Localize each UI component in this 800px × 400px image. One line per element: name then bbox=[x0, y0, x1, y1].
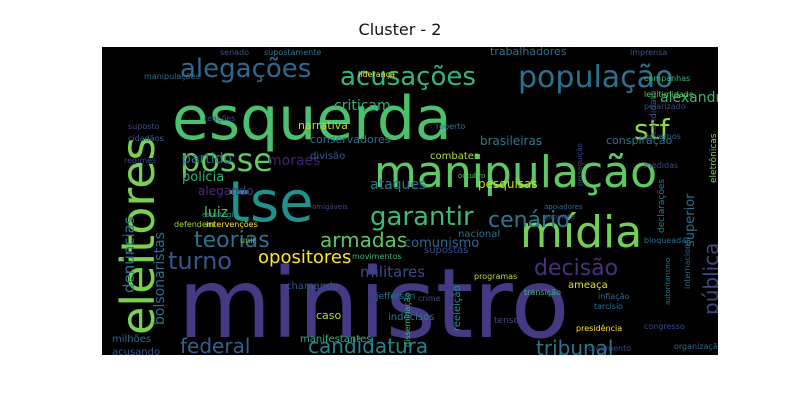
cloud-word: disseminação bbox=[403, 292, 412, 347]
cloud-word: pública bbox=[699, 243, 718, 315]
cloud-word: bloqueada bbox=[644, 236, 686, 245]
cloud-word: medidas bbox=[644, 161, 678, 170]
cloud-word: autoritarismo bbox=[664, 258, 672, 305]
cloud-word: congresso bbox=[644, 322, 685, 331]
cloud-word: turno bbox=[168, 247, 232, 275]
cloud-word: população bbox=[518, 60, 673, 95]
cloud-word: supostamente bbox=[264, 48, 321, 57]
cloud-word: candidato bbox=[649, 90, 659, 135]
cloud-word: unir bbox=[240, 236, 256, 245]
cloud-word: luiz bbox=[204, 205, 228, 221]
cloud-word: imprensa bbox=[630, 48, 667, 57]
cloud-word: armadas bbox=[320, 228, 407, 252]
cloud-word: intervenções bbox=[206, 220, 258, 229]
cloud-word: alegando bbox=[198, 184, 254, 198]
cloud-word: gabinete bbox=[544, 213, 575, 221]
cloud-word: narrativa bbox=[298, 119, 348, 132]
cloud-word: roberto bbox=[436, 122, 465, 131]
cloud-word: conspiração bbox=[606, 134, 673, 147]
cloud-word: eleitores bbox=[111, 136, 165, 335]
cloud-word: esquerda bbox=[172, 84, 452, 154]
cloud-word: reeleição bbox=[452, 285, 463, 331]
cloud-word: apoiadores bbox=[544, 203, 583, 211]
cloud-word: programas bbox=[474, 272, 517, 281]
cloud-word: declarações bbox=[657, 179, 667, 233]
cloud-word: tenso bbox=[494, 316, 519, 326]
cloud-word: superior bbox=[683, 193, 698, 247]
cloud-word: trabalhadores bbox=[490, 47, 567, 58]
cloud-word: chamando bbox=[286, 281, 339, 292]
cloud-word: ameaça bbox=[568, 280, 608, 291]
cloud-word: acusações bbox=[340, 62, 476, 92]
cloud-word: alexandre bbox=[660, 90, 718, 106]
cloud-word: eletrônicas bbox=[708, 133, 718, 183]
cloud-word: manipulação bbox=[374, 147, 657, 198]
cloud-word: alegações bbox=[180, 54, 311, 84]
cloud-word: caso bbox=[316, 309, 342, 322]
cloud-word: acusando bbox=[112, 347, 160, 355]
cloud-word: senado bbox=[220, 48, 249, 57]
cloud-word: cenário bbox=[488, 208, 570, 233]
cloud-word: ministro bbox=[178, 248, 569, 355]
cloud-word: cidadãos bbox=[128, 134, 164, 143]
cloud-word: combater bbox=[430, 151, 479, 162]
cloud-word: divisão bbox=[310, 151, 345, 162]
cloud-word: governos bbox=[644, 132, 681, 141]
cloud-word: tribunal bbox=[536, 336, 613, 355]
cloud-word: campanhas bbox=[644, 74, 690, 83]
cloud-word: garantir bbox=[370, 202, 474, 232]
cloud-word: organização bbox=[674, 342, 718, 351]
cloud-word: regimes bbox=[124, 156, 156, 165]
cloud-word: perseguição bbox=[576, 143, 584, 186]
cloud-word: nacional bbox=[458, 229, 500, 240]
cloud-word: defendem bbox=[174, 220, 215, 229]
cloud-word: estratégia bbox=[202, 211, 238, 219]
cloud-word: legitimidade bbox=[644, 90, 694, 99]
cloud-word: amigáveis bbox=[312, 203, 348, 211]
cloud-word: militares bbox=[360, 263, 425, 281]
cloud-word: polarizado bbox=[644, 102, 686, 111]
cloud-word: indecisos bbox=[388, 312, 434, 323]
cloud-word: liderança bbox=[358, 70, 395, 79]
cloud-word: bolsonaristas bbox=[152, 232, 168, 325]
cloud-word: teorias bbox=[194, 228, 270, 253]
cloud-word: manifestantes bbox=[300, 334, 372, 345]
cloud-word: polícia bbox=[182, 170, 224, 185]
cloud-word: comunismo bbox=[404, 236, 479, 251]
cloud-word: ataques bbox=[370, 177, 426, 193]
cloud-word: inflação bbox=[598, 292, 630, 301]
cloud-word: tse bbox=[228, 170, 314, 235]
cloud-word: brasileiras bbox=[480, 134, 542, 148]
cloud-word: presidência bbox=[576, 323, 622, 333]
word-cloud: ministro esquerda eleitores tse manipulação m… bbox=[102, 47, 718, 355]
cloud-word: reações bbox=[204, 114, 235, 123]
cloud-word: milhões bbox=[112, 334, 151, 345]
cloud-word: supostas bbox=[424, 245, 468, 256]
cloud-word: moraes bbox=[268, 153, 320, 169]
cloud-word: outubro bbox=[458, 172, 485, 180]
cloud-word: criticam bbox=[334, 98, 391, 114]
cloud-word: pesquisas bbox=[478, 177, 538, 191]
cloud-word: tarcísio bbox=[594, 302, 623, 311]
cloud-word: crime bbox=[418, 294, 441, 303]
cloud-word: jefferson bbox=[375, 292, 415, 302]
chart-title: Cluster - 2 bbox=[358, 20, 442, 39]
cloud-word: movimentos bbox=[352, 252, 402, 261]
cloud-word: conservadores bbox=[310, 133, 391, 146]
cloud-word: opositores bbox=[258, 247, 351, 268]
cloud-word: posse bbox=[180, 141, 273, 179]
cloud-word: mídia bbox=[520, 207, 642, 258]
cloud-word: decisão bbox=[534, 256, 618, 281]
cloud-word: stf bbox=[634, 113, 671, 146]
cloud-word: denúncias bbox=[120, 216, 138, 293]
cloud-word: transição bbox=[524, 288, 561, 297]
cloud-word: candidatura bbox=[308, 334, 428, 355]
cloud-word: orçamento bbox=[588, 344, 631, 353]
cloud-word: partido bbox=[182, 151, 232, 167]
cloud-word: internacional bbox=[683, 237, 692, 289]
cloud-word: manipulações bbox=[144, 72, 200, 81]
cloud-word: federal bbox=[180, 334, 250, 355]
cloud-word: suposto bbox=[128, 122, 160, 131]
